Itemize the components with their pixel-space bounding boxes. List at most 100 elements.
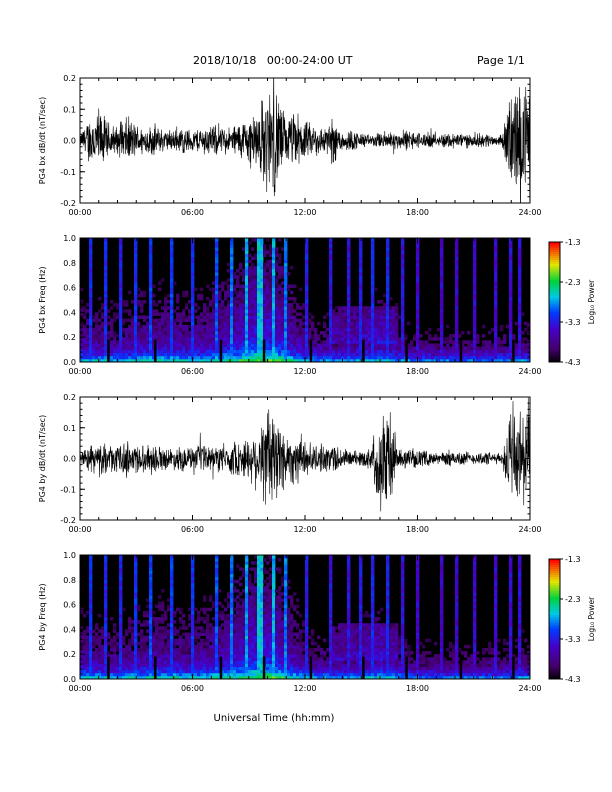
- heatmap-cell: [224, 666, 228, 671]
- heatmap-cell: [218, 632, 222, 636]
- heatmap-cell: [275, 269, 279, 273]
- heatmap-cell: [257, 278, 261, 282]
- heatmap-cell: [137, 352, 141, 357]
- heatmap-cell: [242, 660, 246, 664]
- heatmap-cell: [212, 315, 216, 319]
- heatmap-cell: [215, 358, 219, 363]
- heatmap-cell: [389, 312, 393, 316]
- heatmap-cell: [368, 334, 372, 338]
- heatmap-cell: [107, 641, 111, 646]
- heatmap-cell: [104, 626, 108, 630]
- heatmap-cell: [302, 355, 306, 360]
- heatmap-cell: [221, 321, 225, 326]
- heatmap-cell: [248, 275, 252, 279]
- heatmap-cell: [212, 324, 216, 329]
- heatmap-cell: [206, 324, 210, 329]
- heatmap-cell: [362, 318, 366, 323]
- heatmap-cell: [395, 337, 399, 341]
- heatmap-cell: [230, 626, 234, 630]
- heatmap-cell: [239, 626, 243, 630]
- heatmap-cell: [275, 312, 279, 316]
- heatmap-cell: [227, 309, 231, 313]
- heatmap-cell: [92, 663, 96, 667]
- heatmap-cell: [254, 296, 258, 301]
- heatmap-cell: [167, 623, 171, 627]
- heatmap-cell: [260, 334, 264, 338]
- heatmap-cell: [275, 306, 279, 310]
- heatmap-cell: [215, 306, 219, 310]
- heatmap-cell: [185, 632, 189, 636]
- heatmap-cell: [329, 290, 333, 295]
- heatmap-cell: [128, 358, 132, 363]
- heatmap-cell: [113, 648, 117, 652]
- heatmap-cell: [134, 598, 138, 602]
- heatmap-cell: [170, 604, 174, 609]
- heatmap-cell: [509, 331, 513, 335]
- heatmap-cell: [194, 337, 198, 341]
- heatmap-cell: [494, 321, 498, 326]
- heatmap-cell: [104, 269, 108, 273]
- heatmap-cell: [416, 352, 420, 357]
- heatmap-cell: [170, 626, 174, 630]
- heatmap-cell: [383, 318, 387, 323]
- heatmap-cell: [434, 349, 438, 354]
- heatmap-cell: [98, 657, 102, 661]
- heatmap-cell: [314, 327, 318, 332]
- heatmap-cell: [275, 275, 279, 279]
- heatmap-cell: [380, 334, 384, 338]
- heatmap-cell: [182, 293, 186, 298]
- heatmap-cell: [89, 555, 93, 559]
- heatmap-cell: [197, 358, 201, 363]
- heatmap-cell: [308, 318, 312, 323]
- heatmap-cell: [215, 672, 219, 677]
- heatmap-cell: [227, 269, 231, 273]
- heatmap-cell: [128, 312, 132, 316]
- y-tick-label: 0.2: [63, 333, 76, 342]
- heatmap-cell: [359, 275, 363, 279]
- heatmap-cell: [125, 629, 129, 633]
- heatmap-cell: [284, 281, 288, 285]
- heatmap-cell: [80, 648, 84, 652]
- heatmap-cell: [185, 657, 189, 661]
- heatmap-cell: [239, 610, 243, 615]
- heatmap-cell: [176, 654, 180, 658]
- heatmap-cell: [185, 635, 189, 640]
- heatmap-cell: [392, 343, 396, 347]
- heatmap-cell: [251, 331, 255, 335]
- heatmap-cell: [188, 352, 192, 357]
- heatmap-cell: [257, 256, 261, 261]
- heatmap-cell: [86, 334, 90, 338]
- heatmap-cell: [173, 334, 177, 338]
- heatmap-cell: [356, 340, 360, 344]
- heatmap-cell: [80, 355, 84, 360]
- heatmap-cell: [476, 352, 480, 357]
- heatmap-cell: [104, 327, 108, 332]
- heatmap-cell: [305, 318, 309, 323]
- heatmap-cell: [272, 337, 276, 341]
- heatmap-cell: [158, 352, 162, 357]
- heatmap-cell: [224, 296, 228, 301]
- heatmap-cell: [146, 343, 150, 347]
- heatmap-cell: [176, 355, 180, 360]
- heatmap-cell: [428, 352, 432, 357]
- heatmap-cell: [359, 309, 363, 313]
- heatmap-cell: [302, 334, 306, 338]
- heatmap-cell: [95, 675, 99, 680]
- heatmap-cell: [173, 613, 177, 618]
- heatmap-cell: [353, 355, 357, 360]
- heatmap-cell: [449, 337, 453, 341]
- heatmap-cell: [131, 666, 135, 671]
- heatmap-cell: [134, 613, 138, 618]
- heatmap-cell: [206, 327, 210, 332]
- heatmap-cell: [104, 579, 108, 584]
- heatmap-cell: [119, 275, 123, 279]
- heatmap-cell: [113, 623, 117, 627]
- heatmap-cell: [473, 321, 477, 326]
- heatmap-cell: [272, 315, 276, 319]
- heatmap-cell: [344, 355, 348, 360]
- heatmap-cell: [92, 638, 96, 643]
- heatmap-cell: [182, 290, 186, 295]
- heatmap-cell: [266, 318, 270, 323]
- heatmap-cell: [146, 331, 150, 335]
- heatmap-cell: [461, 355, 465, 360]
